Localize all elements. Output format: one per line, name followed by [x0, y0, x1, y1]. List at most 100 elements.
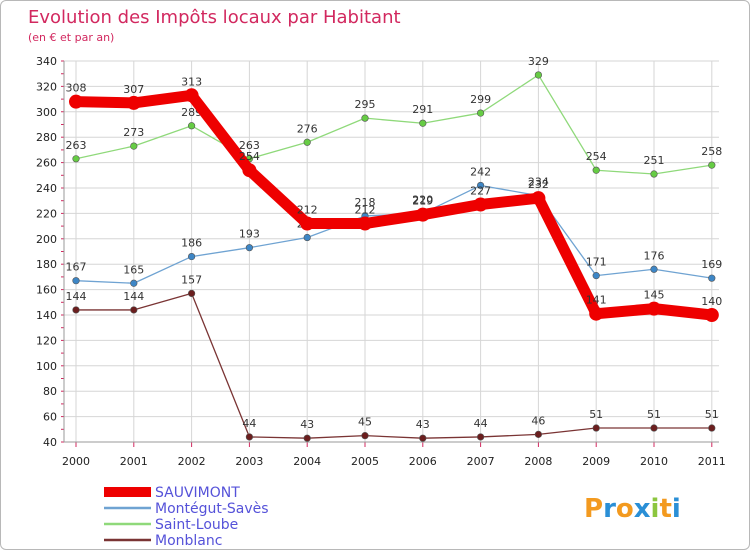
legend-label-Saint-Loube: Saint-Loube [155, 517, 238, 533]
data-label-Montégut-Savès-2006: 220 [412, 193, 433, 206]
data-label-Montégut-Savès-2011: 169 [701, 258, 722, 271]
data-label-Saint-Loube-2008: 329 [528, 55, 549, 68]
series-line-Saint-Loube [75, 74, 713, 175]
data-label-Monblanc-2001: 144 [123, 290, 144, 303]
legend-label-SAUVIMONT: SAUVIMONT [155, 485, 240, 501]
data-point-Saint-Loube-2006 [419, 119, 427, 127]
data-point-Montégut-Savès-2000 [72, 277, 80, 285]
y-tick-label-320: 320 [36, 80, 57, 93]
x-tick-label-2000: 2000 [62, 455, 90, 468]
series-Montégut-Savès: 167165186193201218220242234171176169 [66, 165, 722, 287]
data-point-Montégut-Savès-2001 [130, 279, 138, 287]
data-point-Montégut-Savès-2002 [188, 252, 196, 261]
data-point-Monblanc-2001 [130, 306, 138, 314]
data-point-SAUVIMONT-2005 [358, 216, 372, 231]
data-label-SAUVIMONT-2000: 308 [66, 82, 87, 95]
x-tick-label-2011: 2011 [698, 455, 726, 468]
data-point-Montégut-Savès-2010 [650, 265, 658, 273]
data-point-Montégut-Savès-2004 [303, 233, 311, 242]
data-label-SAUVIMONT-2004: 212 [297, 204, 318, 217]
data-label-SAUVIMONT-2003: 254 [239, 150, 260, 163]
data-point-SAUVIMONT-2004 [300, 216, 315, 231]
data-point-Saint-Loube-2010 [650, 170, 658, 178]
data-label-Saint-Loube-2005: 295 [355, 98, 376, 111]
y-tick-label-80: 80 [43, 385, 57, 398]
data-label-Saint-Loube-2010: 251 [644, 154, 665, 167]
y-tick-label-100: 100 [36, 360, 57, 373]
y-tick-label-160: 160 [36, 284, 57, 297]
data-label-Saint-Loube-2000: 263 [66, 139, 87, 152]
chart-subtitle: (en € et par an) [28, 31, 114, 44]
data-label-Montégut-Savès-2009: 171 [586, 256, 607, 269]
logo-text: Proxiti [584, 494, 681, 524]
data-point-Monblanc-2002 [188, 289, 196, 298]
data-label-Montégut-Savès-2002: 186 [181, 237, 202, 250]
data-label-Saint-Loube-2004: 276 [297, 122, 318, 135]
data-point-Monblanc-2010 [650, 424, 658, 432]
data-point-Monblanc-2003 [245, 433, 253, 441]
data-label-Saint-Loube-2009: 254 [586, 150, 607, 163]
data-label-Monblanc-2004: 43 [300, 418, 314, 431]
chart-title: Evolution des Impôts locaux par Habitant [28, 7, 401, 28]
legend: SAUVIMONTMontégut-SavèsSaint-LoubeMonbla… [104, 485, 269, 549]
data-label-Saint-Loube-2011: 258 [701, 145, 722, 158]
series-SAUVIMONT: 308 307 313 254 212 212 219 227 232 141 145 140 [66, 75, 722, 322]
legend-label-Montégut-Savès: Montégut-Savès [155, 501, 269, 517]
data-point-Saint-Loube-2008 [534, 71, 543, 79]
data-point-Monblanc-2007 [477, 433, 485, 441]
data-point-SAUVIMONT-2002 [184, 88, 199, 103]
y-tick-label-180: 180 [36, 258, 57, 271]
data-point-SAUVIMONT-2000 [69, 94, 83, 109]
data-label-Saint-Loube-2003: 263 [239, 139, 260, 152]
data-label-SAUVIMONT-2009: 141 [586, 294, 607, 307]
y-tick-label-140: 140 [36, 309, 57, 322]
series-Monblanc: 144 144 157 44 43 45 43 44 46 51 51 51 [66, 273, 719, 442]
data-label-Monblanc-2007: 44 [474, 417, 488, 430]
data-point-Saint-Loube-2001 [130, 142, 138, 150]
y-tick-label-60: 60 [43, 411, 57, 424]
data-point-Monblanc-2008 [534, 430, 543, 438]
data-point-Saint-Loube-2000 [72, 155, 80, 163]
data-label-SAUVIMONT-2001: 307 [123, 83, 144, 96]
y-tick-label-200: 200 [36, 233, 57, 246]
series-line-Monblanc [75, 292, 713, 439]
x-tick-label-2007: 2007 [467, 455, 495, 468]
y-tick-label-340: 340 [36, 55, 57, 68]
x-tick-label-2008: 2008 [524, 455, 552, 468]
data-label-SAUVIMONT-2007: 227 [470, 185, 491, 198]
data-point-Saint-Loube-2002 [188, 122, 196, 130]
data-point-Saint-Loube-2004 [303, 138, 311, 146]
x-tick-label-2005: 2005 [351, 455, 379, 468]
data-point-Monblanc-2009 [592, 424, 600, 432]
y-tick-label-240: 240 [36, 182, 57, 195]
data-point-Montégut-Savès-2007 [477, 181, 485, 190]
data-point-Saint-Loube-2007 [477, 109, 485, 117]
data-label-SAUVIMONT-2005: 212 [355, 204, 376, 217]
grid [64, 60, 719, 443]
data-label-Montégut-Savès-2003: 193 [239, 228, 260, 241]
data-point-Montégut-Savès-2009 [592, 272, 600, 280]
x-tick-label-2006: 2006 [409, 455, 437, 468]
data-point-SAUVIMONT-2007 [473, 197, 488, 212]
data-point-SAUVIMONT-2011 [704, 308, 719, 322]
data-label-SAUVIMONT-2002: 313 [181, 75, 202, 88]
y-tick-label-40: 40 [43, 436, 57, 449]
x-tick-label-2009: 2009 [582, 455, 610, 468]
data-label-Monblanc-2011: 51 [705, 408, 719, 421]
data-point-SAUVIMONT-2001 [126, 95, 141, 110]
data-label-Monblanc-2000: 144 [66, 290, 87, 303]
series-line-Montégut-Savès [75, 184, 713, 284]
data-point-Monblanc-2006 [419, 434, 427, 442]
data-point-SAUVIMONT-2010 [647, 301, 661, 316]
data-label-Saint-Loube-2007: 299 [470, 93, 491, 106]
data-label-Montégut-Savès-2007: 242 [470, 165, 491, 178]
x-tick-label-2002: 2002 [178, 455, 206, 468]
legend-label-Monblanc: Monblanc [155, 533, 222, 549]
data-label-Monblanc-2002: 157 [181, 273, 202, 286]
data-label-Monblanc-2010: 51 [647, 408, 661, 421]
y-tick-label-120: 120 [36, 334, 57, 347]
data-point-Monblanc-2005 [361, 432, 369, 440]
